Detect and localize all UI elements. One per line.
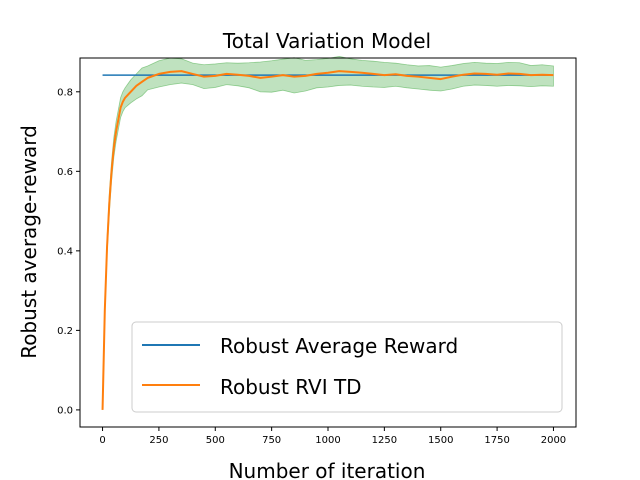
confidence-band-layer xyxy=(102,56,554,410)
x-tick-label: 2000 xyxy=(541,435,566,446)
x-tick-label: 250 xyxy=(149,435,168,446)
y-axis-label: Robust average-reward xyxy=(17,125,41,359)
legend-box xyxy=(131,321,563,413)
x-tick-label: 1500 xyxy=(428,435,453,446)
y-tick-label: 0.0 xyxy=(57,405,73,416)
x-axis-ticks: 0 250 500 750 1000 1250 1500 1750 2000 xyxy=(99,427,566,446)
x-tick-label: 1250 xyxy=(372,435,397,446)
x-axis-label: Number of iteration xyxy=(229,459,426,480)
x-tick-label: 1000 xyxy=(315,435,340,446)
x-tick-label: 1750 xyxy=(484,435,509,446)
x-tick-label: 0 xyxy=(99,435,105,446)
legend: Robust Average Reward Robust RVI TD xyxy=(131,321,563,413)
y-tick-label: 0.4 xyxy=(57,246,73,257)
legend-label-baseline: Robust Average Reward xyxy=(220,334,458,358)
y-axis-ticks: 0.0 0.2 0.4 0.6 0.8 xyxy=(57,87,80,416)
series-line-robust-rvi-td xyxy=(101,70,554,410)
y-tick-label: 0.2 xyxy=(57,326,73,337)
x-tick-label: 750 xyxy=(262,435,281,446)
y-tick-label: 0.6 xyxy=(57,167,73,178)
confidence-band xyxy=(102,56,554,410)
y-tick-label: 0.8 xyxy=(57,87,73,98)
legend-label-td: Robust RVI TD xyxy=(220,375,362,399)
series-layer xyxy=(101,70,554,410)
chart-title: Total Variation Model xyxy=(222,29,431,53)
x-tick-label: 500 xyxy=(206,435,225,446)
